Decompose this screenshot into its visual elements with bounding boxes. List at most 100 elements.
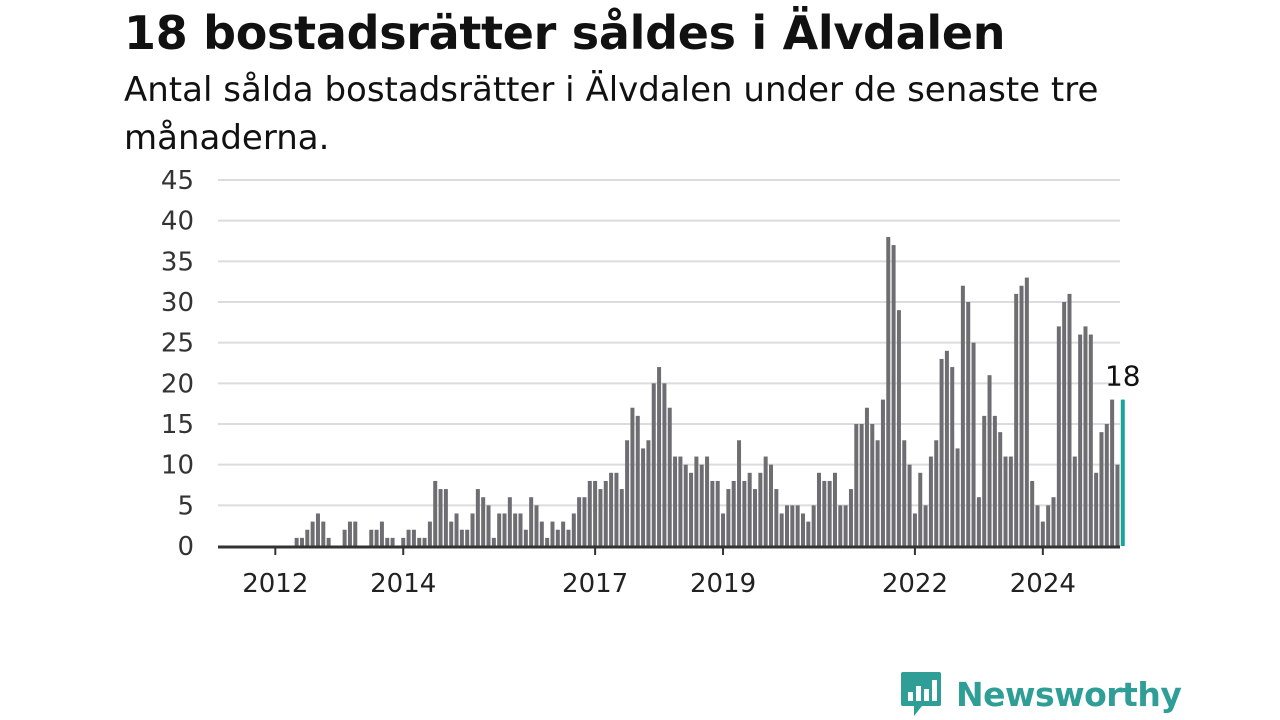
bar [1024,277,1029,546]
bar [721,513,726,546]
bar [1072,456,1077,546]
bar [854,424,859,546]
bar [555,529,560,546]
bar [806,521,811,546]
bar [518,513,523,546]
bar [1099,432,1104,546]
y-tick-label: 20 [161,369,194,399]
bar [614,472,619,546]
bar [673,456,678,546]
bar [651,383,656,546]
bar [726,489,731,546]
bar [848,489,853,546]
bar [641,448,646,546]
bar [891,245,896,547]
bar [1051,497,1056,546]
bar-highlighted [1120,399,1125,546]
bar [859,424,864,546]
bar [1104,424,1109,546]
bar [315,513,320,546]
bar [385,537,390,546]
bar [779,513,784,546]
bar [619,489,624,546]
bar [950,367,955,546]
bar [1056,326,1061,546]
bar [438,489,443,546]
bar [843,505,848,546]
bar [1088,334,1093,546]
bar [678,456,683,546]
bar [896,310,901,546]
bar [411,529,416,546]
bar [566,529,571,546]
bar [795,505,800,546]
y-tick-label: 10 [161,451,194,481]
bar [774,489,779,546]
bar [523,529,528,546]
bar [939,358,944,546]
bar [971,342,976,546]
y-tick-label: 5 [177,491,194,521]
bar [918,472,923,546]
bar [662,383,667,546]
bar [838,505,843,546]
bar [811,505,816,546]
bar [481,497,486,546]
bar [875,440,880,546]
x-tick-label: 2024 [1010,569,1076,599]
bar [529,497,534,546]
bar [1003,456,1008,546]
y-tick-label: 25 [161,329,194,359]
bar [534,505,539,546]
bar [417,537,422,546]
bar [923,505,928,546]
bars [294,236,1125,547]
bar [550,521,555,546]
bar [299,537,304,546]
bar [992,415,997,546]
bar [609,472,614,546]
bar [737,440,742,546]
brand-name: Newsworthy [956,674,1182,714]
y-tick-label: 0 [177,532,194,562]
bar [1035,505,1040,546]
y-axis-ticks: 0 5 10 15 20 25 30 35 40 45 [161,166,194,562]
bar [422,537,427,546]
bar [374,529,379,546]
bar [1083,326,1088,546]
bar [832,472,837,546]
bar [646,440,651,546]
bar [880,399,885,546]
bar [1008,456,1013,546]
bar [582,497,587,546]
bar [1030,480,1035,546]
bar [982,415,987,546]
bar [987,375,992,546]
x-axis-ticks: 2012 2014 2017 2019 2022 2024 [242,546,1076,599]
bar [785,505,789,546]
bar [459,529,464,546]
bar [1040,521,1045,546]
bar [625,440,630,546]
bar [1062,302,1067,546]
bar [593,480,598,546]
bar [390,537,395,546]
bar [705,456,710,546]
bar [598,489,603,546]
bar [710,480,715,546]
bar [347,521,352,546]
bar [539,521,544,546]
bar [944,350,949,546]
bar [683,464,688,546]
bar [816,472,821,546]
bar-chart-speech-bubble-icon [901,672,941,716]
bar [507,497,512,546]
bar [443,489,448,546]
bar [470,513,475,546]
bar [657,367,662,546]
bar [742,480,747,546]
bar [587,480,592,546]
bar [864,407,869,546]
bar [822,480,827,546]
bar [486,505,491,546]
